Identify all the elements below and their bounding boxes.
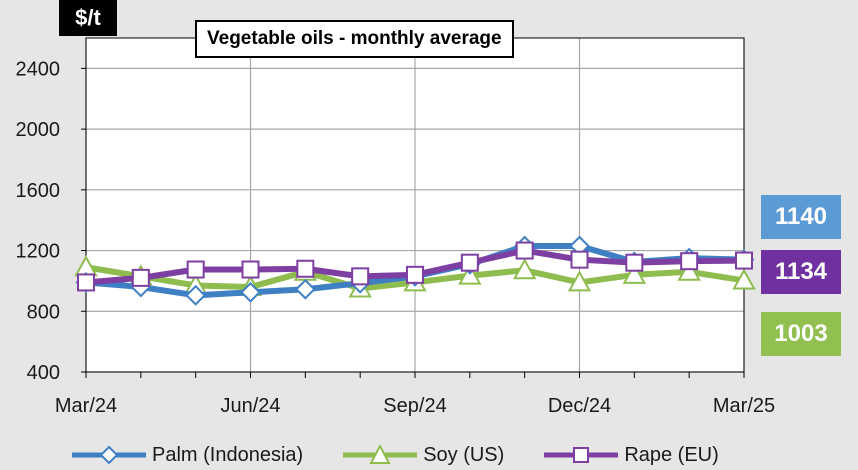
y-axis: 400 800 1200 1600 2000 2400	[16, 58, 86, 384]
data-point-rape	[241, 260, 260, 279]
legend-item-soy: Soy (US)	[341, 444, 504, 467]
data-point-soy	[512, 258, 537, 280]
y-tick-label: 400	[27, 362, 60, 384]
data-point-rape	[570, 250, 589, 269]
y-axis-unit-label: $/t	[59, 0, 117, 36]
legend-label-palm: Palm (Indonesia)	[152, 443, 304, 466]
data-point-rape	[406, 265, 424, 284]
x-tick-label: Mar/25	[713, 395, 775, 417]
y-tick-label: 2000	[16, 119, 61, 141]
legend-item-palm: Palm (Indonesia)	[70, 444, 303, 467]
x-tick-label: Mar/24	[55, 395, 117, 417]
series-layer	[74, 235, 756, 306]
data-point-soy	[677, 259, 701, 281]
data-point-rape	[186, 260, 205, 279]
data-point-rape	[351, 267, 370, 286]
data-point-rape	[460, 253, 479, 272]
data-point-rape	[735, 251, 753, 270]
x-tick-label: Sep/24	[383, 395, 446, 417]
y-tick-label: 1600	[16, 180, 61, 202]
data-point-rape	[515, 241, 534, 260]
data-point-rape	[77, 273, 95, 292]
latest-value-palm: 1140	[761, 195, 841, 239]
legend-label-soy: Soy (US)	[423, 443, 505, 466]
chart-title: Vegetable oils - monthly average	[195, 20, 514, 58]
data-point-soy	[622, 262, 647, 284]
data-point-rape	[131, 268, 150, 287]
legend-marker-soy	[343, 445, 418, 464]
data-point-palm	[294, 278, 316, 300]
y-tick-label: 1200	[16, 241, 61, 263]
x-axis: Mar/24 Jun/24 Sep/24 Dec/24 Mar/25	[55, 372, 775, 417]
x-tick-label: Jun/24	[220, 395, 280, 417]
y-tick-label: 800	[27, 301, 60, 323]
data-point-palm	[185, 284, 207, 306]
latest-value-rape: 1134	[761, 250, 841, 294]
x-tick-label: Dec/24	[548, 395, 611, 417]
latest-value-soy: 1003	[761, 312, 841, 356]
legend: Palm (Indonesia) Soy (US) Rape (EU)	[70, 440, 719, 470]
data-point-soy	[732, 268, 756, 290]
legend-label-rape: Rape (EU)	[624, 443, 719, 466]
legend-marker-rape	[544, 447, 619, 463]
data-point-palm	[240, 281, 261, 303]
data-point-rape	[625, 253, 644, 272]
data-point-soy	[567, 270, 592, 292]
legend-item-rape: Rape (EU)	[542, 443, 719, 467]
legend-marker-palm	[72, 445, 146, 465]
y-tick-label: 2400	[16, 58, 61, 80]
data-point-rape	[680, 252, 699, 271]
data-point-rape	[296, 259, 315, 278]
